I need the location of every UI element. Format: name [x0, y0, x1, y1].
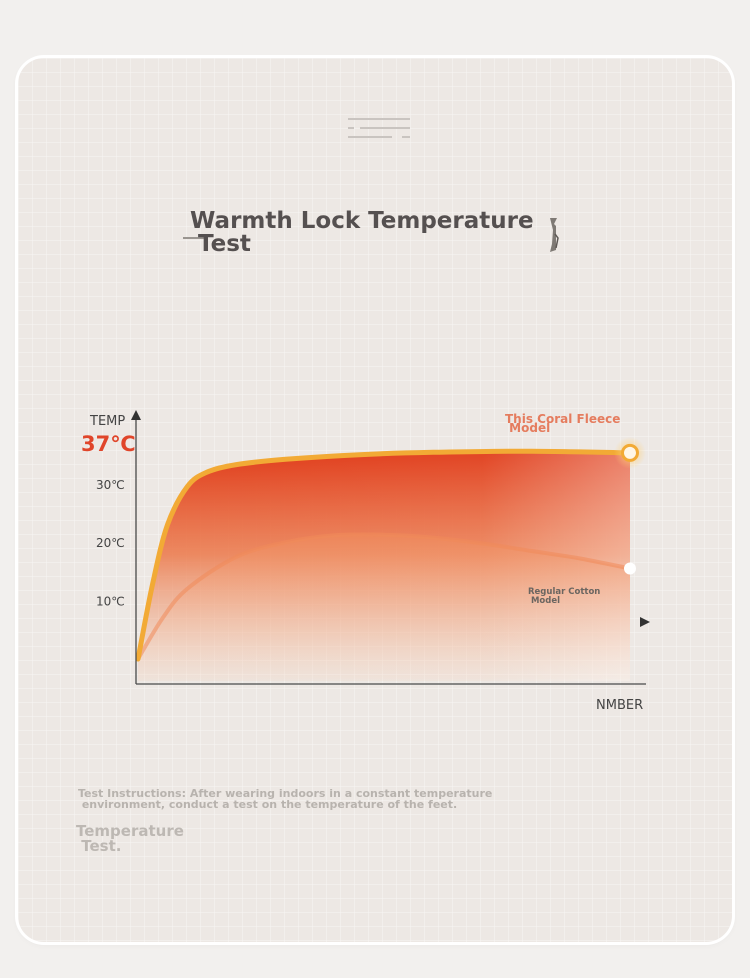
menu-icon — [348, 118, 410, 146]
y-tick-label: 30℃ — [96, 478, 125, 492]
card: Warmth Lock Temperature Test — [18, 58, 732, 942]
test-instructions: Test Instructions: After wearing indoors… — [78, 787, 493, 811]
cotton-area — [138, 534, 630, 679]
temperature-chart: TEMP NMBER 10℃ 20℃ 30℃ 37℃ This Coral Fleec… — [81, 410, 650, 713]
cotton-line — [136, 532, 631, 661]
y-tick-label: 37℃ — [81, 432, 136, 456]
y-tick-label: 20℃ — [96, 536, 125, 550]
fleece-legend-label: This Coral Fleece Model — [505, 412, 620, 435]
fleece-line — [135, 448, 633, 662]
y-tick-label: 10℃ — [96, 595, 125, 609]
y-axis-label: TEMP — [89, 414, 125, 429]
x-axis-arrow — [640, 617, 650, 627]
cotton-end-point — [624, 562, 636, 575]
title-hook-decoration — [546, 214, 560, 256]
title-dash-decoration — [183, 233, 209, 239]
y-axis-arrow — [131, 410, 141, 420]
x-axis-label: NMBER — [596, 698, 643, 713]
fleece-end-point — [621, 443, 639, 462]
cotton-legend-label: Regular Cotton Model — [528, 587, 600, 606]
footer-title: Temperature Test. — [76, 822, 184, 855]
page-title: Warmth Lock Temperature Test — [190, 208, 534, 257]
